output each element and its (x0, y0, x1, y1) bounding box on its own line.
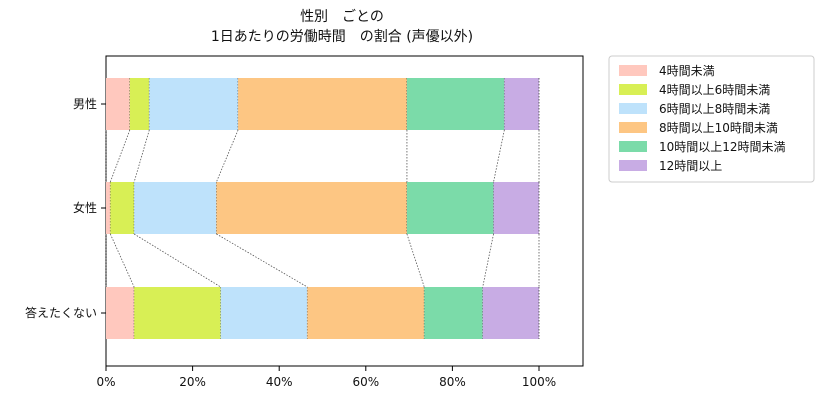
bar-segment (106, 287, 135, 339)
legend-swatch (619, 103, 647, 114)
bar-segment (424, 287, 483, 339)
x-tick-label: 40% (266, 375, 293, 389)
connector-line (133, 129, 150, 183)
connector-line (406, 233, 425, 288)
legend-label: 12時間以上 (659, 159, 722, 173)
chart-title-line: 1日あたりの労働時間 の割合 (声優以外) (211, 28, 473, 45)
bar-segment (134, 182, 217, 234)
bar-segment (493, 182, 539, 234)
bar-segment (110, 182, 135, 234)
legend-label: 10時間以上12時間未満 (659, 140, 786, 154)
connector-line (482, 233, 494, 288)
connector-line (109, 233, 135, 288)
legend-swatch (619, 65, 647, 76)
legend-swatch (619, 84, 647, 95)
connector-line (216, 129, 239, 183)
connector-line (133, 233, 221, 288)
legend-swatch (619, 122, 647, 133)
bar-segment (106, 182, 111, 234)
y-tick-label: 答えたくない (25, 305, 97, 320)
connector-line (109, 129, 131, 183)
legend-swatch (619, 160, 647, 171)
legend-label: 4時間以上6時間未満 (659, 83, 770, 97)
legend-label: 4時間未満 (659, 64, 715, 78)
x-tick-label: 80% (439, 375, 466, 389)
y-tick-label: 男性 (73, 97, 97, 111)
bar-segment (220, 287, 308, 339)
bar-segment (504, 78, 539, 130)
chart-title: 性別 ごとの 1日あたりの労働時間 の割合 (声優以外) (211, 9, 473, 45)
bar-segment (129, 78, 150, 130)
legend-label: 6時間以上8時間未満 (659, 102, 770, 116)
x-tick-label: 0% (96, 375, 115, 389)
connector-line (493, 129, 505, 183)
bar-segment (134, 287, 221, 339)
legend-swatch (619, 141, 647, 152)
bar-segment (106, 78, 130, 130)
x-tick-label: 60% (352, 375, 379, 389)
legend: 4時間未満 4時間以上6時間未満 6時間以上8時間未満 8時間以上10時間未満 10時間… (608, 55, 815, 183)
bar-segment (406, 182, 494, 234)
legend-frame (608, 55, 815, 183)
bar-segment (216, 182, 407, 234)
connector-line (216, 233, 308, 288)
bar-segment (482, 287, 539, 339)
legend-label: 8時間以上10時間未満 (659, 121, 778, 135)
bar-segment (238, 78, 407, 130)
bar-segment (406, 78, 505, 130)
chart-title-line: 性別 ごとの (300, 9, 384, 25)
bar-segment (307, 287, 425, 339)
x-tick-label: 100% (522, 375, 556, 389)
bar-segment (149, 78, 239, 130)
x-tick-label: 20% (179, 375, 206, 389)
y-tick-label: 女性 (73, 200, 97, 215)
